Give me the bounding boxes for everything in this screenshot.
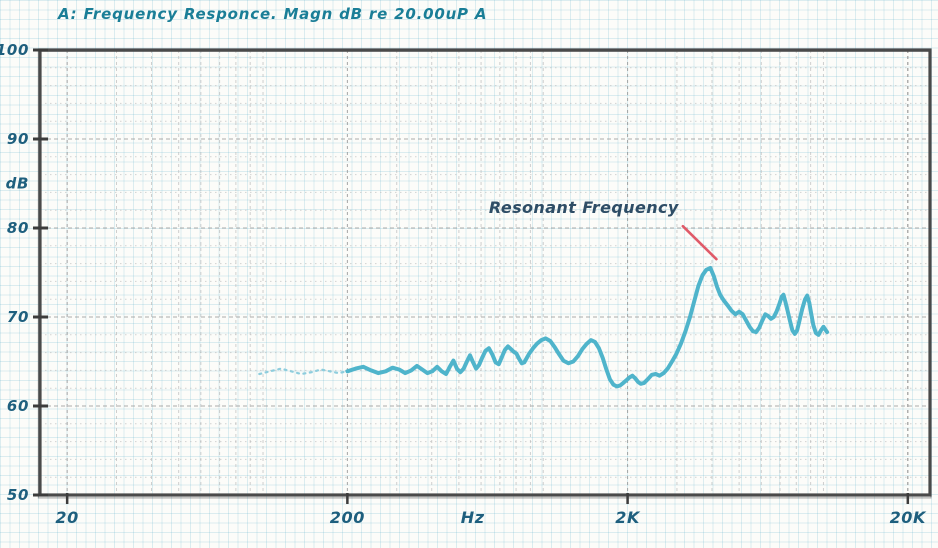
y-tick-label: 100 — [0, 41, 29, 59]
plot-border-sketch — [37, 50, 932, 499]
y-tick-label: 70 — [7, 308, 29, 326]
x-axis-unit-label: Hz — [461, 508, 485, 527]
y-tick-label: 80 — [7, 219, 29, 237]
x-tick-label: 20K — [890, 508, 927, 527]
chart-title: A: Frequency Responce. Magn dB re 20.00u… — [58, 5, 488, 23]
x-tick-label: 20 — [55, 508, 78, 527]
y-tick-label: 60 — [7, 397, 29, 415]
y-tick-label: 50 — [7, 486, 29, 504]
x-tick-label: 200 — [330, 508, 365, 527]
x-tick-label: 2K — [615, 508, 641, 527]
plot-border — [38, 48, 932, 497]
frequency-response-curve — [345, 266, 830, 389]
lead-in-curve — [258, 367, 349, 376]
y-tick-label: 90 — [7, 130, 29, 148]
y-axis-unit-label: dB — [6, 175, 29, 193]
annotation-text: Resonant Frequency — [488, 197, 679, 217]
annotation-pointer-line — [681, 224, 718, 261]
